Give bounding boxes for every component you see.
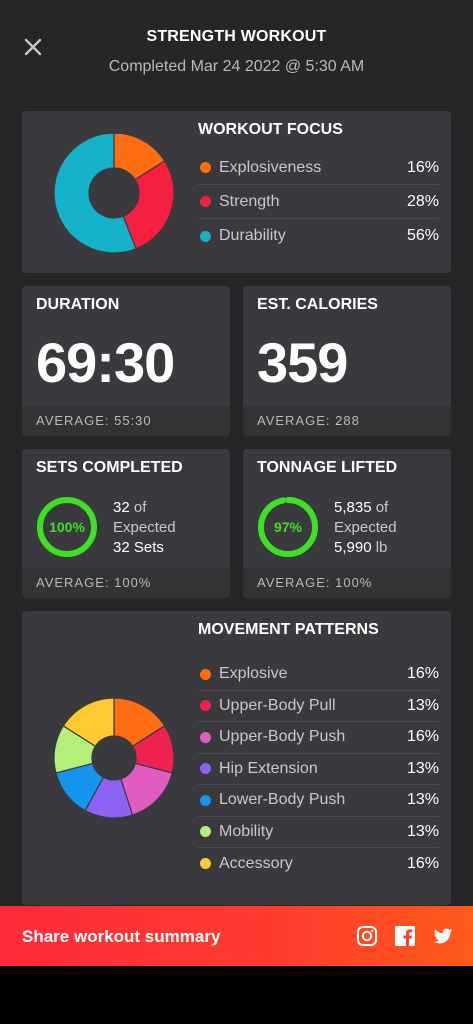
completed-timestamp: Completed Mar 24 2022 @ 5:30 AM: [108, 58, 365, 75]
legend-dot: [200, 700, 211, 712]
legend-dot: [200, 763, 211, 775]
duration-title: DURATION: [36, 296, 120, 313]
tonnage-ring-label: 97%: [274, 519, 303, 535]
legend-label: Lower-Body Push: [219, 791, 346, 809]
legend-percent: 13%: [406, 822, 439, 840]
calories-value: 359: [257, 331, 348, 394]
sets-ring-label: 100%: [49, 519, 85, 535]
legend-percent: 13%: [406, 791, 439, 809]
sets-unit: Sets: [133, 539, 164, 556]
workout-focus-card: WORKOUT FOCUS Explosiveness 16% Strength 28…: [22, 111, 451, 273]
tonnage-progress-ring: 97%: [258, 497, 318, 557]
movement-legend-row: Lower-Body Push 13%: [198, 785, 439, 817]
tonnage-unit: lb: [375, 539, 388, 556]
workout-focus-title: WORKOUT FOCUS: [198, 121, 343, 138]
legend-percent: 13%: [406, 696, 439, 714]
legend-label: Mobility: [219, 822, 274, 840]
sets-title: SETS COMPLETED: [36, 459, 183, 476]
tonnage-title: TONNAGE LIFTED: [257, 459, 398, 476]
tonnage-average: AVERAGE: 100%: [243, 568, 451, 598]
sets-count: 32: [113, 499, 130, 516]
legend-percent: 56%: [406, 227, 439, 244]
calories-title: EST. CALORIES: [257, 296, 378, 313]
tonnage-expected: 5,990: [334, 539, 372, 556]
facebook-icon[interactable]: [394, 925, 416, 947]
movement-patterns-title: MOVEMENT PATTERNS: [198, 621, 379, 638]
legend-dot: [200, 826, 211, 838]
movement-patterns-donut: [53, 697, 175, 819]
tonnage-of: of: [375, 499, 389, 516]
movement-legend-row: Explosive 16%: [198, 659, 439, 691]
legend-label: Explosiveness: [219, 158, 322, 176]
movement-patterns-card: MOVEMENT PATTERNS Explosive 16% Upper-Body…: [22, 611, 451, 905]
sets-of: of: [133, 499, 147, 516]
legend-dot: [200, 668, 211, 680]
calories-card: EST. CALORIES 359 AVERAGE: 288: [243, 286, 451, 436]
focus-legend-row: Explosiveness 16%: [198, 151, 439, 185]
legend-percent: 28%: [406, 192, 439, 210]
legend-dot: [200, 731, 211, 743]
legend-dot: [200, 794, 211, 806]
movement-legend-row: Accessory 16%: [198, 848, 439, 880]
legend-label: Hip Extension: [219, 759, 318, 777]
movement-legend-row: Mobility 13%: [198, 817, 439, 848]
legend-dot: [200, 230, 211, 242]
workout-summary-screen: STRENGTH WORKOUT Completed Mar 24 2022 @…: [0, 0, 473, 966]
sets-summary: 32 of Expected 32 Sets: [113, 498, 176, 558]
page-title: STRENGTH WORKOUT: [146, 28, 327, 45]
close-icon[interactable]: [20, 34, 46, 60]
legend-percent: 16%: [406, 728, 439, 746]
duration-average: AVERAGE: 55:30: [22, 406, 230, 436]
sets-expected: 32: [113, 539, 130, 556]
calories-average: AVERAGE: 288: [243, 406, 451, 436]
twitter-icon[interactable]: [432, 925, 454, 947]
donut-slice-strength: [122, 160, 175, 250]
legend-label: Upper-Body Pull: [219, 696, 336, 714]
legend-label: Strength: [219, 192, 280, 210]
share-bar[interactable]: Share workout summary: [0, 906, 473, 966]
tonnage-summary: 5,835 of Expected 5,990 lb: [334, 498, 397, 558]
workout-focus-donut: [53, 132, 175, 254]
legend-label: Durability: [219, 227, 286, 244]
tonnage-count: 5,835: [334, 499, 372, 516]
legend-percent: 16%: [406, 158, 439, 176]
sets-expected-label: Expected: [113, 519, 176, 536]
legend-dot: [200, 162, 211, 173]
legend-dot: [200, 858, 211, 870]
duration-card: DURATION 69:30 AVERAGE: 55:30: [22, 286, 230, 436]
legend-dot: [200, 196, 211, 207]
tonnage-lifted-card: TONNAGE LIFTED 97% 5,835 of Expected 5,9…: [243, 449, 451, 598]
duration-value: 69:30: [36, 331, 175, 394]
legend-label: Explosive: [219, 665, 288, 683]
movement-legend-row: Upper-Body Push 16%: [198, 722, 439, 754]
legend-percent: 13%: [406, 759, 439, 777]
donut-slice-durability: [53, 132, 137, 254]
movement-legend-row: Hip Extension 13%: [198, 754, 439, 785]
instagram-icon[interactable]: [356, 925, 378, 947]
sets-average: AVERAGE: 100%: [22, 568, 230, 598]
legend-label: Upper-Body Push: [219, 728, 346, 746]
share-workout-summary-button[interactable]: Share workout summary: [22, 927, 221, 946]
legend-label: Accessory: [219, 854, 293, 872]
legend-percent: 16%: [406, 665, 439, 683]
sets-progress-ring: 100%: [37, 497, 97, 557]
tonnage-expected-label: Expected: [334, 519, 397, 536]
focus-legend-row: Strength 28%: [198, 185, 439, 219]
movement-legend-row: Upper-Body Pull 13%: [198, 691, 439, 722]
legend-percent: 16%: [406, 854, 439, 872]
sets-completed-card: SETS COMPLETED 100% 32 of Expected 32 Se…: [22, 449, 230, 598]
donut-slice-accessory: [62, 697, 115, 748]
focus-legend-row: Durability 56%: [198, 219, 439, 253]
